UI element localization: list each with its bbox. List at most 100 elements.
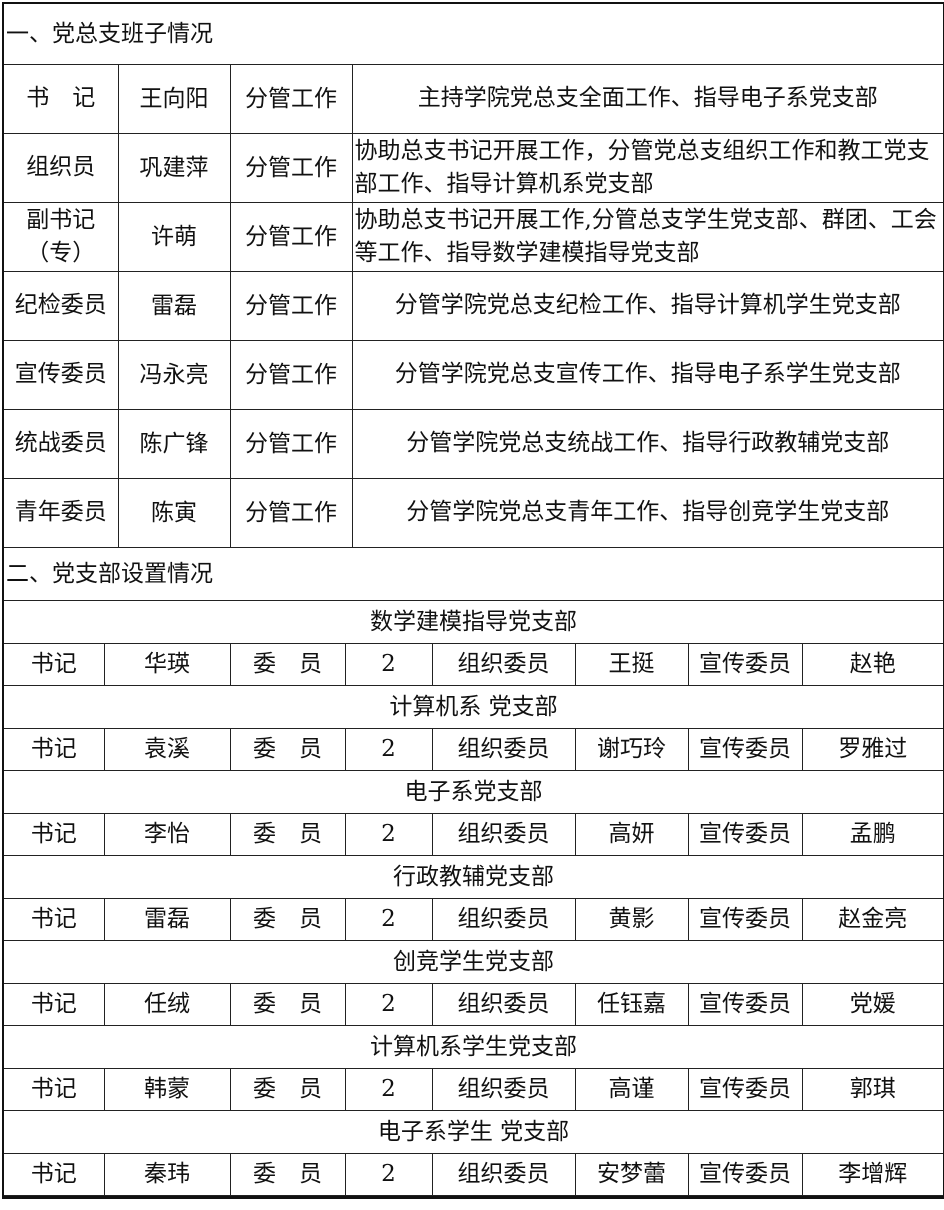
branch-members-row: 书记 李怡委 员 2 组织委员 高妍 宣传委员 孟鹏 xyxy=(4,813,943,856)
organization-member-name: 王挺 xyxy=(574,643,689,686)
committee-label: 委 员 xyxy=(229,1153,346,1196)
member-name: 陈寅 xyxy=(117,478,231,548)
member-role: 统战委员 xyxy=(4,409,119,479)
secretary-label: 书记 xyxy=(4,898,105,941)
secretary-name: 任绒 xyxy=(103,983,231,1026)
committee-label: 委 员 xyxy=(229,643,346,686)
committee-count: 2 xyxy=(344,1153,433,1196)
branch-title-row: 计算机系 党支部 xyxy=(4,685,943,729)
branch-members-row: 书记 雷磊委 员 2 组织委员 黄影 宣传委员 赵金亮 xyxy=(4,898,943,941)
publicity-member-label: 宣传委员 xyxy=(687,1153,803,1196)
member-duty: 主持学院党总支全面工作、指导电子系党支部 xyxy=(351,64,943,134)
organization-member-name: 谢巧玲 xyxy=(574,728,689,771)
member-role: 组织员 xyxy=(4,133,119,203)
committee-label: 委 员 xyxy=(229,813,346,856)
organization-member-label: 组织委员 xyxy=(431,643,576,686)
organization-member-name: 任钰嘉 xyxy=(574,983,689,1026)
publicity-member-label: 宣传委员 xyxy=(687,728,803,771)
committee-label: 委 员 xyxy=(229,1068,346,1111)
member-role: 纪检委员 xyxy=(4,271,119,341)
member-duty: 协助总支书记开展工作,分管总支学生党支部、群团、工会等工作、指导数学建模指导党支… xyxy=(351,202,943,272)
member-row: 副书记（专） 许萌 分管工作 协助总支书记开展工作,分管总支学生党支部、群团、工会等工… xyxy=(4,202,943,272)
member-name: 王向阳 xyxy=(117,64,231,134)
secretary-name: 雷磊 xyxy=(103,898,231,941)
committee-count: 2 xyxy=(344,643,433,686)
committee-label: 委 员 xyxy=(229,728,346,771)
publicity-member-name: 罗雅过 xyxy=(801,728,943,771)
branch-title-row: 行政教辅党支部 xyxy=(4,855,943,899)
secretary-name: 李怡 xyxy=(103,813,231,856)
member-duty: 分管学院党总支纪检工作、指导计算机学生党支部 xyxy=(351,271,943,341)
secretary-label: 书记 xyxy=(4,1153,105,1196)
branch-members-row: 书记 韩蒙委 员 2 组织委员 高谨 宣传委员 郭琪 xyxy=(4,1068,943,1111)
member-row: 统战委员 陈广锋 分管工作 分管学院党总支统战工作、指导行政教辅党支部 xyxy=(4,409,943,479)
secretary-label: 书记 xyxy=(4,728,105,771)
committee-label: 委 员 xyxy=(229,898,346,941)
member-duty: 分管学院党总支青年工作、指导创竞学生党支部 xyxy=(351,478,943,548)
member-duty-type: 分管工作 xyxy=(229,478,353,548)
organization-member-label: 组织委员 xyxy=(431,1068,576,1111)
branch-title-row: 电子系党支部 xyxy=(4,770,943,814)
branch-members-row: 书记 秦玮委 员 2 组织委员 安梦蕾 宣传委员 李增辉 xyxy=(4,1153,943,1196)
committee-count: 2 xyxy=(344,1068,433,1111)
member-row: 书 记王向阳 分管工作 主持学院党总支全面工作、指导电子系党支部 xyxy=(4,64,943,134)
secretary-name: 华瑛 xyxy=(103,643,231,686)
branch-title-row: 数学建模指导党支部 xyxy=(4,600,943,644)
member-name: 陈广锋 xyxy=(117,409,231,479)
branch-name: 计算机系 党支部 xyxy=(4,685,943,729)
branch-name: 计算机系学生党支部 xyxy=(4,1025,943,1069)
publicity-member-name: 党媛 xyxy=(801,983,943,1026)
secretary-name: 袁溪 xyxy=(103,728,231,771)
organization-member-name: 高谨 xyxy=(574,1068,689,1111)
member-name: 许萌 xyxy=(117,202,231,272)
branch-title-row: 电子系学生 党支部 xyxy=(4,1110,943,1154)
member-row: 纪检委员 雷磊 分管工作 分管学院党总支纪检工作、指导计算机学生党支部 xyxy=(4,271,943,341)
organization-member-label: 组织委员 xyxy=(431,898,576,941)
member-role: 宣传委员 xyxy=(4,340,119,410)
member-duty-type: 分管工作 xyxy=(229,340,353,410)
committee-count: 2 xyxy=(344,983,433,1026)
member-duty: 协助总支书记开展工作，分管党总支组织工作和教工党支部工作、指导计算机系党支部 xyxy=(351,133,943,203)
member-duty-type: 分管工作 xyxy=(229,271,353,341)
member-role: 副书记（专） xyxy=(4,202,119,272)
publicity-member-name: 孟鹏 xyxy=(801,813,943,856)
member-name: 雷磊 xyxy=(117,271,231,341)
publicity-member-name: 赵艳 xyxy=(801,643,943,686)
member-row: 青年委员 陈寅 分管工作 分管学院党总支青年工作、指导创竞学生党支部 xyxy=(4,478,943,548)
member-duty-type: 分管工作 xyxy=(229,202,353,272)
secretary-label: 书记 xyxy=(4,983,105,1026)
branch-name: 数学建模指导党支部 xyxy=(4,600,943,644)
branch-setup-table: 二、党支部设置情况 数学建模指导党支部 书记 华瑛委 员 2 组织委员 王挺 宣传委员 赵艳计… xyxy=(4,548,943,1196)
publicity-member-label: 宣传委员 xyxy=(687,1068,803,1111)
secretary-label: 书记 xyxy=(4,1068,105,1111)
organization-member-label: 组织委员 xyxy=(431,1153,576,1196)
member-duty-type: 分管工作 xyxy=(229,409,353,479)
organization-member-name: 高妍 xyxy=(574,813,689,856)
member-row: 宣传委员 冯永亮 分管工作 分管学院党总支宣传工作、指导电子系学生党支部 xyxy=(4,340,943,410)
publicity-member-name: 郭琪 xyxy=(801,1068,943,1111)
committee-count: 2 xyxy=(344,728,433,771)
member-name: 巩建萍 xyxy=(117,133,231,203)
secretary-label: 书记 xyxy=(4,813,105,856)
publicity-member-label: 宣传委员 xyxy=(687,898,803,941)
committee-count: 2 xyxy=(344,813,433,856)
organization-member-label: 组织委员 xyxy=(431,728,576,771)
organization-member-label: 组织委员 xyxy=(431,813,576,856)
general-branch-committee-table: 一、党总支班子情况 书 记王向阳 分管工作 主持学院党总支全面工作、指导电子系党支部… xyxy=(4,4,943,548)
section-2-title: 二、党支部设置情况 xyxy=(4,548,943,601)
secretary-name: 秦玮 xyxy=(103,1153,231,1196)
section-1-title: 一、党总支班子情况 xyxy=(4,4,943,65)
branch-title-row: 计算机系学生党支部 xyxy=(4,1025,943,1069)
branch-name: 电子系党支部 xyxy=(4,770,943,814)
branch-name: 电子系学生 党支部 xyxy=(4,1110,943,1154)
organization-member-name: 安梦蕾 xyxy=(574,1153,689,1196)
member-duty: 分管学院党总支宣传工作、指导电子系学生党支部 xyxy=(351,340,943,410)
member-row: 组织员 巩建萍 分管工作 协助总支书记开展工作，分管党总支组织工作和教工党支部工作、指… xyxy=(4,133,943,203)
branch-members-row: 书记 任绒委 员 2 组织委员 任钰嘉 宣传委员 党媛 xyxy=(4,983,943,1026)
secretary-label: 书记 xyxy=(4,643,105,686)
member-duty: 分管学院党总支统战工作、指导行政教辅党支部 xyxy=(351,409,943,479)
committee-count: 2 xyxy=(344,898,433,941)
publicity-member-name: 李增辉 xyxy=(801,1153,943,1196)
secretary-name: 韩蒙 xyxy=(103,1068,231,1111)
